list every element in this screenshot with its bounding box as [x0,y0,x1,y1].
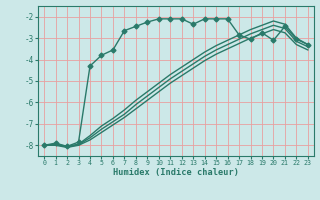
X-axis label: Humidex (Indice chaleur): Humidex (Indice chaleur) [113,168,239,177]
